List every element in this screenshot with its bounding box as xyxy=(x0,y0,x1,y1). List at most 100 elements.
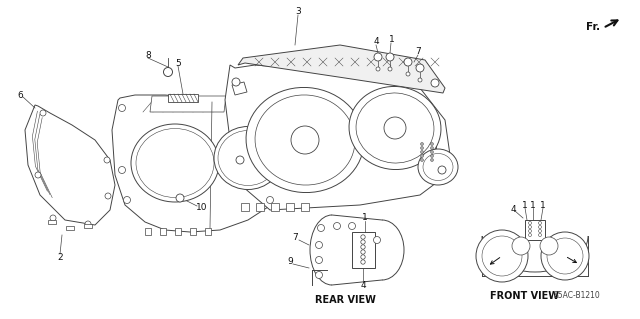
Polygon shape xyxy=(301,203,309,211)
Ellipse shape xyxy=(349,86,441,169)
Circle shape xyxy=(482,236,522,276)
Text: 6: 6 xyxy=(17,91,23,100)
Circle shape xyxy=(420,159,424,161)
Circle shape xyxy=(416,64,424,72)
Text: 4: 4 xyxy=(510,205,516,214)
Ellipse shape xyxy=(131,124,219,202)
Circle shape xyxy=(104,157,110,163)
Circle shape xyxy=(316,271,323,278)
Circle shape xyxy=(529,229,531,233)
Circle shape xyxy=(384,117,406,139)
Circle shape xyxy=(418,78,422,82)
Text: 1: 1 xyxy=(530,201,536,210)
Ellipse shape xyxy=(214,127,282,189)
Circle shape xyxy=(361,235,365,239)
Circle shape xyxy=(118,167,125,174)
Circle shape xyxy=(374,236,381,243)
Polygon shape xyxy=(256,203,264,211)
Circle shape xyxy=(431,159,433,161)
Circle shape xyxy=(124,197,131,204)
Circle shape xyxy=(538,229,541,233)
Circle shape xyxy=(431,154,433,158)
Ellipse shape xyxy=(218,130,278,186)
Polygon shape xyxy=(241,203,249,211)
Circle shape xyxy=(349,222,355,229)
Text: 1: 1 xyxy=(522,201,528,210)
Ellipse shape xyxy=(136,129,214,197)
Text: 1: 1 xyxy=(389,35,395,44)
Text: 4: 4 xyxy=(373,38,379,47)
Circle shape xyxy=(404,58,412,66)
Polygon shape xyxy=(225,65,450,210)
Text: 1: 1 xyxy=(540,201,546,210)
Text: FRONT VIEW: FRONT VIEW xyxy=(490,291,559,301)
Circle shape xyxy=(420,146,424,150)
Ellipse shape xyxy=(418,149,458,185)
Circle shape xyxy=(271,172,278,179)
Circle shape xyxy=(438,166,446,174)
Text: REAR VIEW: REAR VIEW xyxy=(315,295,376,305)
Circle shape xyxy=(316,241,323,249)
Circle shape xyxy=(236,156,244,164)
Circle shape xyxy=(361,250,365,254)
Circle shape xyxy=(163,68,173,77)
Polygon shape xyxy=(205,228,211,235)
Text: 9: 9 xyxy=(287,257,293,266)
Polygon shape xyxy=(238,45,445,93)
Circle shape xyxy=(374,53,382,61)
Circle shape xyxy=(40,110,46,116)
Polygon shape xyxy=(525,220,545,240)
Circle shape xyxy=(512,237,530,255)
Text: 10: 10 xyxy=(196,204,208,212)
Text: S5AC-B1210: S5AC-B1210 xyxy=(554,292,600,300)
Ellipse shape xyxy=(246,87,364,193)
Circle shape xyxy=(420,151,424,153)
Polygon shape xyxy=(112,95,282,232)
Circle shape xyxy=(406,72,410,76)
Ellipse shape xyxy=(255,95,355,185)
Ellipse shape xyxy=(356,93,434,163)
Text: Fr.: Fr. xyxy=(586,22,600,32)
Polygon shape xyxy=(418,140,436,165)
Text: 7: 7 xyxy=(292,234,298,242)
Text: 8: 8 xyxy=(145,50,151,60)
Text: 5: 5 xyxy=(175,58,181,68)
Text: 2: 2 xyxy=(57,254,63,263)
Circle shape xyxy=(529,221,531,225)
Polygon shape xyxy=(271,203,279,211)
Circle shape xyxy=(547,238,583,274)
Circle shape xyxy=(538,221,541,225)
Circle shape xyxy=(361,255,365,259)
Polygon shape xyxy=(160,228,166,235)
Circle shape xyxy=(538,234,541,236)
Circle shape xyxy=(431,79,439,87)
Circle shape xyxy=(361,240,365,244)
Circle shape xyxy=(232,78,240,86)
Circle shape xyxy=(50,215,56,221)
Circle shape xyxy=(541,232,589,280)
Circle shape xyxy=(431,146,433,150)
Polygon shape xyxy=(25,105,115,225)
Circle shape xyxy=(529,234,531,236)
Circle shape xyxy=(388,67,392,71)
Circle shape xyxy=(105,193,111,199)
Circle shape xyxy=(431,143,433,145)
Circle shape xyxy=(266,197,273,204)
Text: 3: 3 xyxy=(295,8,301,17)
Polygon shape xyxy=(190,228,196,235)
Text: 1: 1 xyxy=(362,213,368,222)
Circle shape xyxy=(420,143,424,145)
Polygon shape xyxy=(150,96,226,112)
Circle shape xyxy=(333,222,340,229)
Circle shape xyxy=(317,225,324,232)
FancyBboxPatch shape xyxy=(84,224,92,228)
Circle shape xyxy=(316,256,323,263)
Polygon shape xyxy=(352,232,375,268)
Polygon shape xyxy=(175,228,181,235)
Polygon shape xyxy=(232,82,247,95)
Circle shape xyxy=(176,194,184,202)
Circle shape xyxy=(476,230,528,282)
Circle shape xyxy=(118,105,125,112)
FancyBboxPatch shape xyxy=(48,220,56,224)
Circle shape xyxy=(361,260,365,264)
